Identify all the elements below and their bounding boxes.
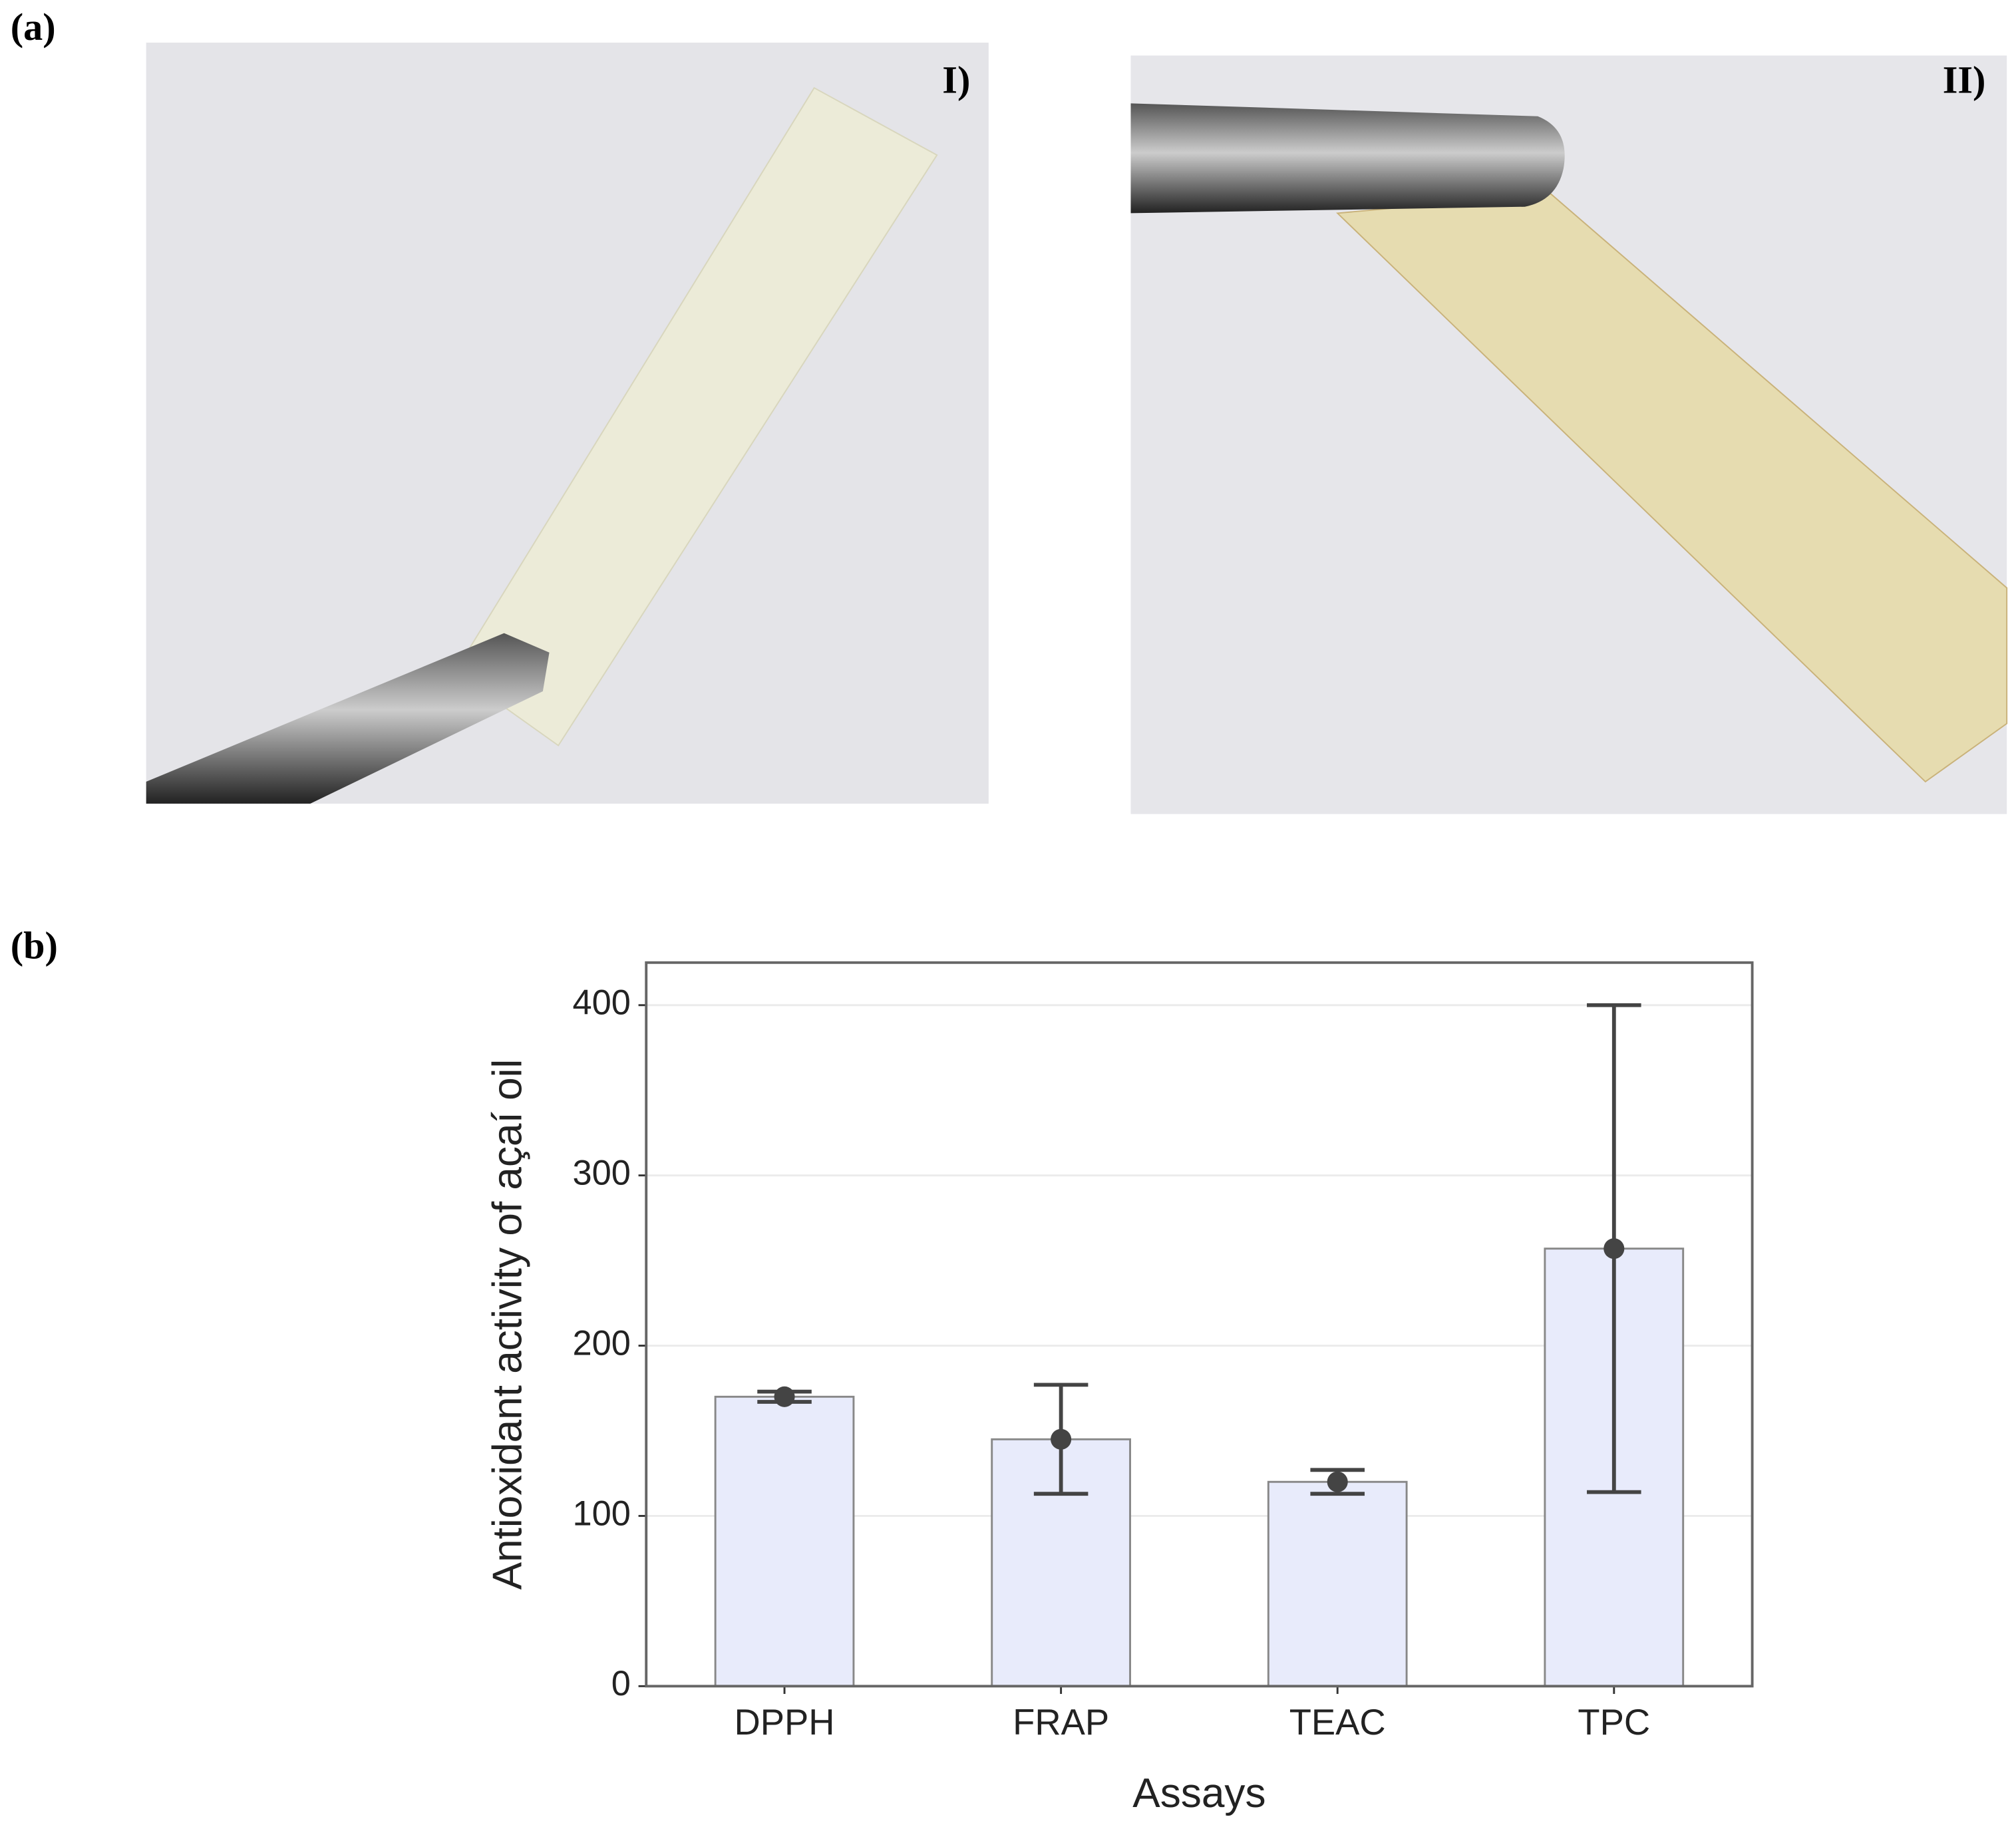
- y-tick-label: 200: [572, 1324, 630, 1363]
- y-tick-label: 100: [572, 1494, 630, 1533]
- photo-label: I): [942, 59, 970, 102]
- panel-label: (b): [11, 924, 58, 967]
- x-tick-label: TPC: [1578, 1702, 1650, 1743]
- x-tick-label: DPPH: [735, 1702, 835, 1743]
- point: [1327, 1471, 1348, 1492]
- photo: [146, 43, 989, 804]
- point: [1603, 1238, 1625, 1259]
- photo: [1130, 55, 2008, 814]
- panel-label: (a): [11, 5, 56, 49]
- plot-border: [645, 961, 1754, 1688]
- bar: [714, 1395, 855, 1687]
- y-tick-label: 0: [611, 1665, 631, 1703]
- y-tick-label: 300: [572, 1154, 630, 1193]
- bar: [1267, 1480, 1408, 1687]
- x-tick-label: TEAC: [1289, 1702, 1386, 1743]
- x-tick-label: FRAP: [1013, 1702, 1109, 1743]
- x-axis-title: Assays: [1132, 1770, 1265, 1816]
- point: [774, 1386, 795, 1407]
- point: [1051, 1428, 1072, 1450]
- photo-label: II): [1943, 59, 1986, 102]
- y-axis-title: Antioxidant activity of açaí oil: [485, 1059, 531, 1590]
- y-tick-label: 400: [572, 984, 630, 1023]
